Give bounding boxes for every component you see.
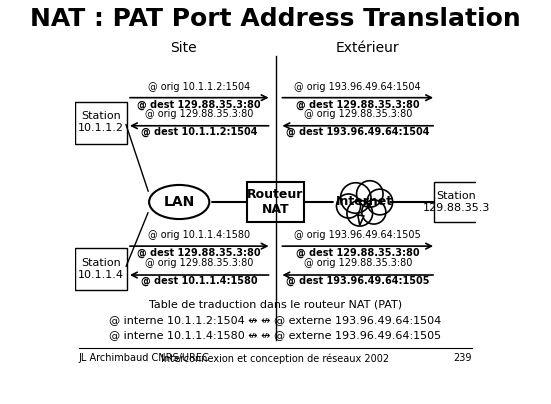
- Text: @ dest 129.88.35.3:80: @ dest 129.88.35.3:80: [296, 248, 419, 259]
- Circle shape: [337, 194, 360, 218]
- Ellipse shape: [149, 185, 209, 219]
- Text: @ dest 193.96.49.64:1505: @ dest 193.96.49.64:1505: [286, 276, 429, 286]
- FancyBboxPatch shape: [75, 102, 127, 144]
- FancyBboxPatch shape: [434, 182, 478, 222]
- Text: @ orig 193.96.49.64:1504: @ orig 193.96.49.64:1504: [294, 82, 421, 92]
- Text: Site: Site: [170, 40, 197, 55]
- Text: @ dest 129.88.35.3:80: @ dest 129.88.35.3:80: [137, 100, 261, 110]
- Text: @ orig 129.88.35.3:80: @ orig 129.88.35.3:80: [304, 109, 412, 118]
- Text: Extérieur: Extérieur: [336, 40, 399, 55]
- Text: @ dest 193.96.49.64:1504: @ dest 193.96.49.64:1504: [286, 126, 429, 137]
- FancyBboxPatch shape: [75, 248, 127, 290]
- Text: Station
129.88.35.3: Station 129.88.35.3: [423, 191, 490, 213]
- Text: @ interne 10.1.1.4:1580 ↮ ↮ @ externe 193.96.49.64:1505: @ interne 10.1.1.4:1580 ↮ ↮ @ externe 19…: [110, 330, 441, 340]
- Text: @ orig 129.88.35.3:80: @ orig 129.88.35.3:80: [304, 258, 412, 268]
- Text: @ orig 10.1.1.2:1504: @ orig 10.1.1.2:1504: [148, 82, 250, 92]
- Text: @ orig 10.1.1.4:1580: @ orig 10.1.1.4:1580: [148, 230, 250, 240]
- Circle shape: [367, 189, 393, 215]
- Text: @ interne 10.1.1.2:1504 ↮ ↮ @ externe 193.96.49.64:1504: @ interne 10.1.1.2:1504 ↮ ↮ @ externe 19…: [110, 316, 441, 325]
- Text: @ orig 193.96.49.64:1505: @ orig 193.96.49.64:1505: [294, 230, 421, 240]
- Text: @ orig 129.88.35.3:80: @ orig 129.88.35.3:80: [145, 258, 253, 268]
- Text: Interconnexion et conception de réseaux 2002: Interconnexion et conception de réseaux …: [161, 353, 390, 364]
- Text: Station
10.1.1.4: Station 10.1.1.4: [78, 258, 124, 280]
- Text: NAT : PAT Port Address Translation: NAT : PAT Port Address Translation: [30, 7, 521, 32]
- Text: @ dest 129.88.35.3:80: @ dest 129.88.35.3:80: [296, 100, 419, 110]
- Text: @ dest 10.1.1.2:1504: @ dest 10.1.1.2:1504: [141, 126, 257, 137]
- Text: @ orig 129.88.35.3:80: @ orig 129.88.35.3:80: [145, 109, 253, 118]
- Text: @ dest 10.1.1.4:1580: @ dest 10.1.1.4:1580: [141, 276, 257, 286]
- FancyBboxPatch shape: [247, 182, 304, 222]
- Text: Station
10.1.1.2: Station 10.1.1.2: [78, 111, 124, 133]
- Text: JL Archimbaud CNRS/UREC: JL Archimbaud CNRS/UREC: [79, 354, 209, 364]
- Text: LAN: LAN: [164, 195, 195, 209]
- Polygon shape: [358, 215, 364, 225]
- Text: @ dest 129.88.35.3:80: @ dest 129.88.35.3:80: [137, 248, 261, 259]
- Circle shape: [356, 181, 383, 207]
- Circle shape: [362, 200, 386, 224]
- Text: 239: 239: [453, 354, 472, 364]
- Text: Table de traduction dans le routeur NAT (PAT): Table de traduction dans le routeur NAT …: [149, 299, 402, 309]
- Text: Internet: Internet: [336, 196, 393, 208]
- Circle shape: [341, 183, 371, 213]
- Text: Routeur
NAT: Routeur NAT: [247, 188, 304, 216]
- Circle shape: [347, 200, 372, 226]
